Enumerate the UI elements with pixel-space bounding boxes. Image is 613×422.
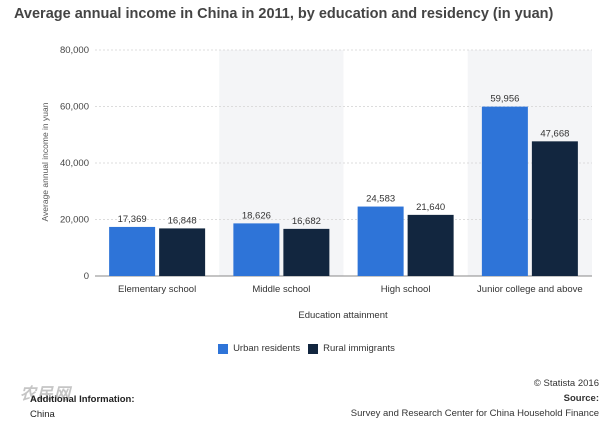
watermark: 农民网 <box>20 386 72 403</box>
x-tick-label: High school <box>381 284 431 295</box>
additional-info-text: China <box>30 409 55 420</box>
bar <box>159 228 206 276</box>
bar-value-labels: 17,369 16,848 18,626 16,682 24,583 21,640 59,9… <box>118 94 570 227</box>
statista-copyright: © Statista 2016 <box>533 378 599 389</box>
legend-swatch <box>218 343 229 354</box>
bar <box>357 206 404 276</box>
bar-value-label: 59,956 <box>490 94 519 105</box>
x-tick-label: Junior college and above <box>477 284 583 295</box>
bar-value-label: 24,583 <box>366 194 395 205</box>
legend: Urban residents Rural immigrants <box>0 343 613 357</box>
y-axis-label: Average annual income in yuan <box>40 102 50 221</box>
x-axis-ticks: Elementary school Middle school High schoo… <box>118 284 583 295</box>
bar-value-label: 16,848 <box>168 215 197 226</box>
legend-swatch <box>308 343 319 354</box>
legend-item[interactable]: Urban residents <box>218 343 300 354</box>
x-tick-label: Middle school <box>252 284 310 295</box>
x-axis-label: Education attainment <box>298 310 388 321</box>
y-tick-label: 80,000 <box>60 45 89 56</box>
bar <box>109 226 156 276</box>
bar-chart: 0 20,000 40,000 60,000 80,000 17,369 16,848 18… <box>40 45 592 321</box>
y-tick-label: 60,000 <box>60 102 89 113</box>
additional-info-label: Additional Information: <box>30 394 135 405</box>
bar-value-label: 16,682 <box>292 216 321 227</box>
source-block: © Statista 2016 Source: Survey and Resea… <box>351 376 599 421</box>
y-tick-label: 0 <box>84 271 89 282</box>
bars <box>109 106 578 276</box>
legend-item[interactable]: Rural immigrants <box>308 343 395 354</box>
legend-label: Rural immigrants <box>323 343 395 354</box>
bar-value-label: 17,369 <box>118 214 147 225</box>
legend-label: Urban residents <box>233 343 301 354</box>
x-tick-label: Elementary school <box>118 284 196 295</box>
chart-title: Average annual income in China in 2011, … <box>14 6 554 22</box>
bar <box>407 214 454 276</box>
bar <box>531 141 578 276</box>
bar-value-label: 21,640 <box>416 202 445 213</box>
bar <box>283 228 330 276</box>
bar <box>233 223 280 276</box>
bar <box>481 106 528 276</box>
y-axis-ticks: 0 20,000 40,000 60,000 80,000 <box>60 45 89 282</box>
bar-value-label: 18,626 <box>242 210 271 221</box>
y-tick-label: 40,000 <box>60 158 89 169</box>
additional-information: Additional Information: China <box>30 392 135 422</box>
source-text: Survey and Research Center for China Hou… <box>350 408 599 419</box>
y-tick-label: 20,000 <box>60 215 89 226</box>
bar-value-label: 47,668 <box>540 128 569 139</box>
source-label: Source: <box>563 393 599 404</box>
